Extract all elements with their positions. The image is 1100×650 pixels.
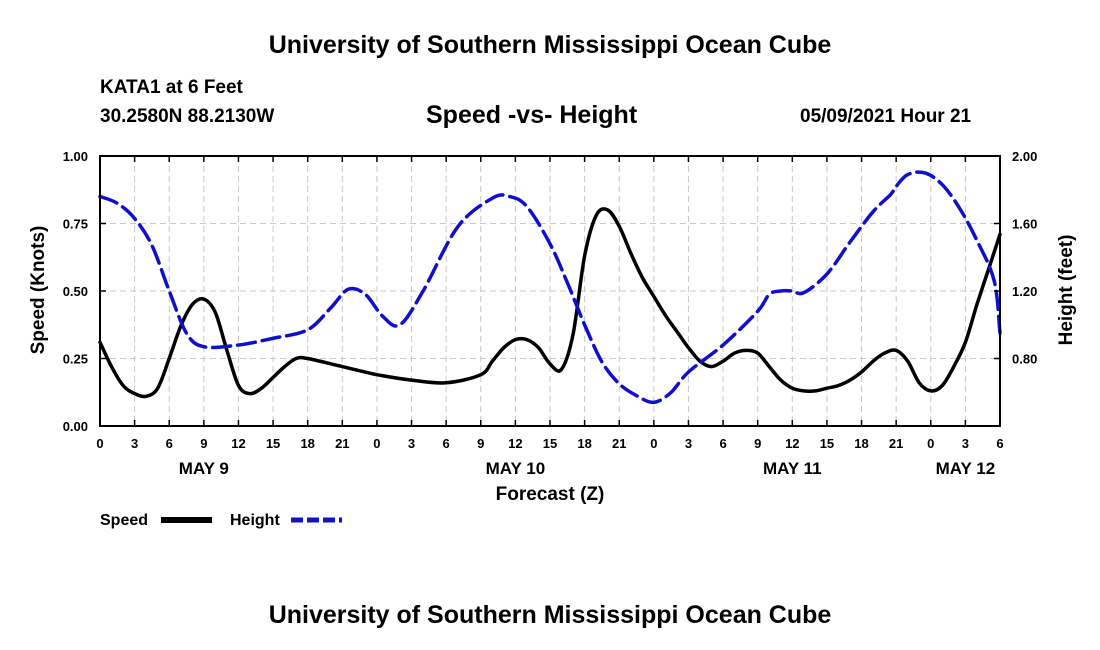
forecast-date: 05/09/2021 Hour 21	[800, 106, 972, 127]
x-tick-label: 3	[131, 436, 138, 451]
x-tick-label: 21	[612, 436, 626, 451]
y-tick-label: 1.00	[63, 149, 88, 164]
day-label: MAY 11	[763, 459, 822, 478]
legend-height-label: Height	[230, 512, 280, 529]
y2-tick-label: 1.60	[1012, 217, 1037, 232]
x-tick-label: 15	[820, 436, 834, 451]
x-tick-label: 12	[508, 436, 522, 451]
x-tick-label: 0	[927, 436, 934, 451]
x-tick-label: 6	[996, 436, 1003, 451]
main-title: University of Southern Mississippi Ocean…	[268, 31, 832, 59]
x-tick-label: 15	[543, 436, 557, 451]
x-tick-label: 0	[373, 436, 380, 451]
x-tick-label: 18	[300, 436, 314, 451]
x-tick-label: 3	[962, 436, 969, 451]
x-tick-label: 6	[719, 436, 726, 451]
footer-title: University of Southern Mississippi Ocean…	[268, 601, 832, 629]
x-tick-label: 9	[200, 436, 207, 451]
y-tick-label: 0.00	[63, 419, 88, 434]
series-group	[98, 170, 1002, 405]
speed-series-line	[98, 207, 1002, 399]
y2-tick-label: 0.80	[1012, 352, 1037, 367]
axis-labels: Forecast (Z) Speed (Knots) Height (feet)…	[28, 149, 1077, 505]
y2-axis-title: Height (feet)	[1056, 235, 1077, 346]
y-tick-label: 0.75	[63, 217, 88, 232]
x-axis-title: Forecast (Z)	[496, 484, 605, 505]
station-name: KATA1 at 6 Feet	[100, 77, 243, 98]
station-coordinates: 30.2580N 88.2130W	[100, 106, 275, 127]
y2-tick-label: 1.20	[1012, 284, 1037, 299]
x-tick-label: 9	[477, 436, 484, 451]
day-label: MAY 10	[486, 459, 546, 478]
grid-lines	[100, 156, 1000, 426]
x-tick-label: 21	[335, 436, 349, 451]
legend-speed-label: Speed	[100, 512, 148, 529]
x-tick-label: 18	[854, 436, 868, 451]
y-tick-label: 0.50	[63, 284, 88, 299]
x-tick-label: 6	[443, 436, 450, 451]
x-tick-label: 15	[266, 436, 280, 451]
y-axis-title: Speed (Knots)	[28, 226, 49, 355]
x-tick-label: 9	[754, 436, 761, 451]
x-tick-label: 6	[166, 436, 173, 451]
y-tick-label: 0.25	[63, 352, 88, 367]
chart-title: Speed -vs- Height	[426, 101, 638, 129]
x-tick-label: 12	[785, 436, 799, 451]
legend: Speed Height	[100, 512, 342, 529]
x-tick-label: 21	[889, 436, 903, 451]
day-label: MAY 9	[179, 459, 229, 478]
x-tick-label: 3	[408, 436, 415, 451]
x-tick-label: 0	[650, 436, 657, 451]
y2-tick-label: 2.00	[1012, 149, 1037, 164]
x-tick-label: 18	[577, 436, 591, 451]
x-tick-label: 3	[685, 436, 692, 451]
x-tick-label: 0	[96, 436, 103, 451]
tick-marks	[99, 155, 1001, 427]
x-tick-label: 12	[231, 436, 245, 451]
height-series-line	[98, 170, 1002, 405]
day-label: MAY 12	[936, 459, 996, 478]
